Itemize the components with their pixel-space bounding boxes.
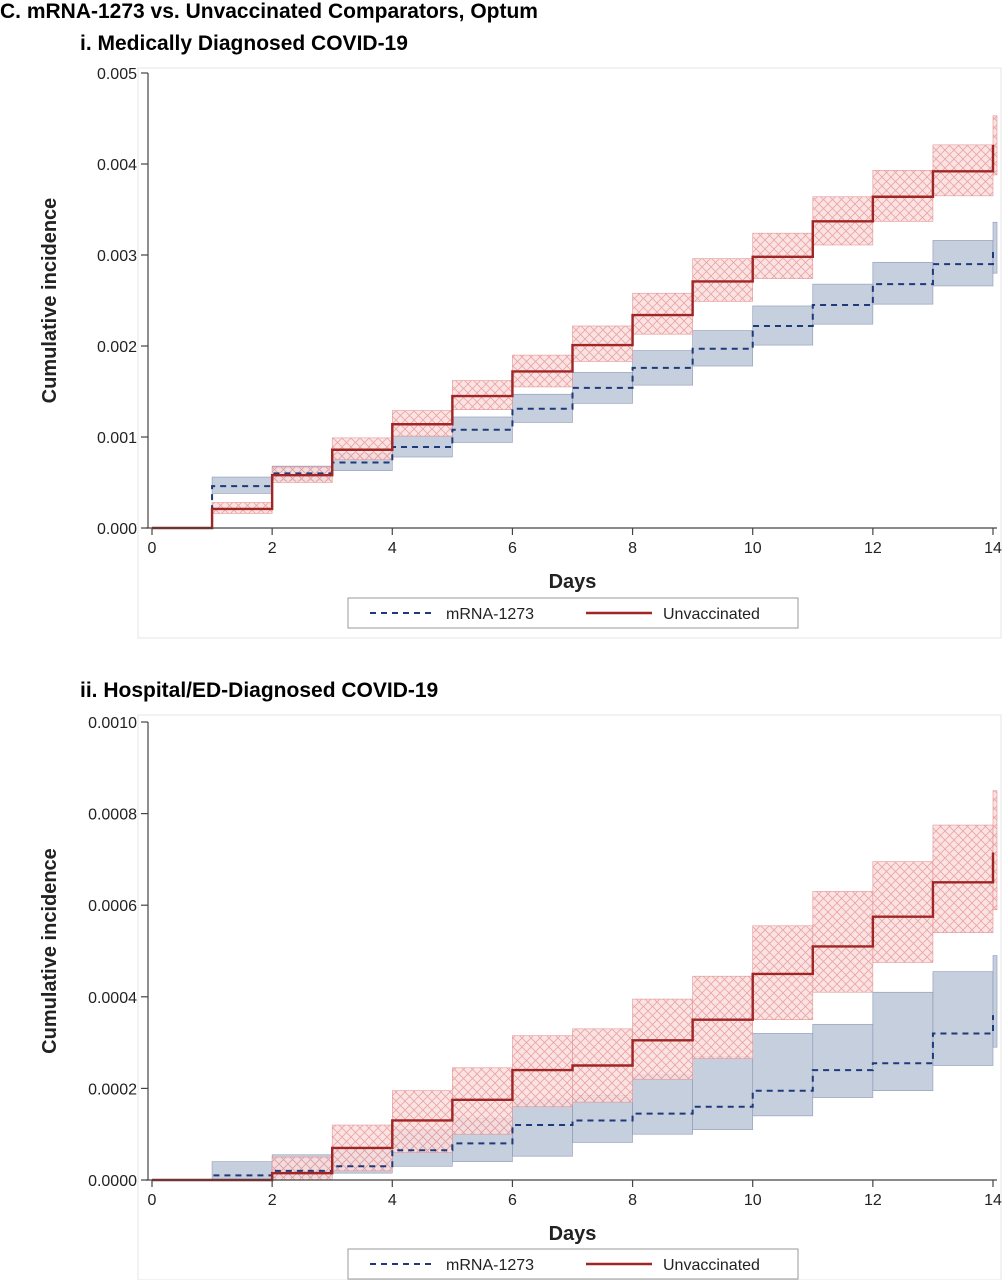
y-tick-label: 0.0002 <box>88 1081 137 1098</box>
ci-band-segment <box>632 1074 693 1135</box>
y-tick-label: 0.001 <box>97 430 137 447</box>
y-tick-label: 0.0004 <box>88 990 137 1007</box>
x-tick-label: 14 <box>984 540 1002 557</box>
ci-band-segment <box>872 861 934 963</box>
ci-band-segment <box>572 1094 633 1143</box>
ci-band-segment <box>812 1023 874 1098</box>
ci-band-segment <box>992 955 998 1048</box>
y-axis-label: Cumulative incidence <box>39 198 61 404</box>
legend: mRNA-1273 Unvaccinated <box>347 1248 799 1280</box>
ci-band-segment <box>271 1156 333 1181</box>
y-axis-label: Cumulative incidence <box>39 848 61 1054</box>
x-tick-label: 12 <box>864 540 882 557</box>
ci-band-segment <box>992 790 998 911</box>
legend-box <box>347 597 799 629</box>
ci-band-segment <box>812 891 874 993</box>
ci-band-segment <box>932 971 994 1066</box>
ci-band-segment <box>752 305 814 346</box>
x-tick-label: 4 <box>388 540 397 557</box>
series-line-unvaccinated <box>152 852 995 1182</box>
y-tick-label: 0.005 <box>97 66 137 83</box>
plot-frame <box>137 67 1002 639</box>
ci-band-segment <box>932 824 994 933</box>
ci-band-segment <box>512 1099 573 1157</box>
ci-band-segment <box>872 991 934 1091</box>
panel-title-ii: ii. Hospital/ED-Diagnosed COVID-19 <box>80 679 439 702</box>
x-tick-label: 8 <box>628 540 637 557</box>
ci-band-segment <box>692 1056 754 1130</box>
y-tick-label: 0.002 <box>97 339 137 356</box>
series-line-unvaccinated <box>152 144 995 530</box>
ci-band-segment <box>211 1161 273 1181</box>
y-tick-label: 0.0000 <box>88 1173 137 1190</box>
legend-label-unvaccinated: Unvaccinated <box>663 606 760 623</box>
series-line-mrna-1273 <box>152 1015 994 1181</box>
ci-band-segment <box>692 258 754 302</box>
legend-label-mrna-1273: mRNA-1273 <box>446 606 534 623</box>
chart-hospital-ed-diagnosed: 0.0000 0.0002 0.0004 0.0006 0.0008 0.0010 0 2 4 6… <box>39 714 1002 1280</box>
series-line-mrna-1273 <box>152 248 994 529</box>
ci-band-segment <box>692 975 754 1059</box>
x-tick-label: 0 <box>148 540 157 557</box>
x-tick-label: 2 <box>268 540 277 557</box>
legend-label-unvaccinated: Unvaccinated <box>663 1257 760 1274</box>
x-tick-label: 14 <box>984 1192 1002 1209</box>
y-tick-label: 0.0010 <box>88 715 137 732</box>
x-tick-label: 12 <box>864 1192 882 1209</box>
y-tick-label: 0.0006 <box>88 898 137 915</box>
x-tick-label: 10 <box>744 540 762 557</box>
ci-band-segment <box>752 1033 814 1117</box>
panel-title-i: i. Medically Diagnosed COVID-19 <box>80 32 408 55</box>
ci-band-segment <box>572 325 633 362</box>
x-tick-label: 6 <box>508 1192 517 1209</box>
legend-label-mrna-1273: mRNA-1273 <box>446 1257 534 1274</box>
ci-band-segment <box>992 221 998 274</box>
ci-band-segment <box>632 292 693 335</box>
x-tick-label: 2 <box>268 1192 277 1209</box>
x-tick-label: 0 <box>148 1192 157 1209</box>
y-tick-label: 0.0008 <box>88 807 137 824</box>
chart-medically-diagnosed: 0.000 0.001 0.002 0.003 0.004 0.005 0 2 4 6 8 10 12 1… <box>39 66 1002 639</box>
x-tick-label: 8 <box>628 1192 637 1209</box>
legend: mRNA-1273 Unvaccinated <box>347 597 799 629</box>
ci-band-unvaccinated <box>211 115 998 514</box>
legend-box <box>347 1248 799 1280</box>
x-axis-label: Days <box>549 571 597 593</box>
y-tick-label: 0.004 <box>97 157 137 174</box>
x-tick-label: 4 <box>388 1192 397 1209</box>
figure-title: C. mRNA-1273 vs. Unvaccinated Comparator… <box>0 0 538 23</box>
x-tick-label: 6 <box>508 540 517 557</box>
y-tick-label: 0.003 <box>97 248 137 265</box>
x-axis-label: Days <box>549 1223 597 1245</box>
ci-band-segment <box>932 240 994 287</box>
plot-frame <box>137 714 1002 1280</box>
x-tick-label: 10 <box>744 1192 762 1209</box>
y-tick-label: 0.000 <box>97 521 137 538</box>
ci-band-segment <box>572 372 633 404</box>
